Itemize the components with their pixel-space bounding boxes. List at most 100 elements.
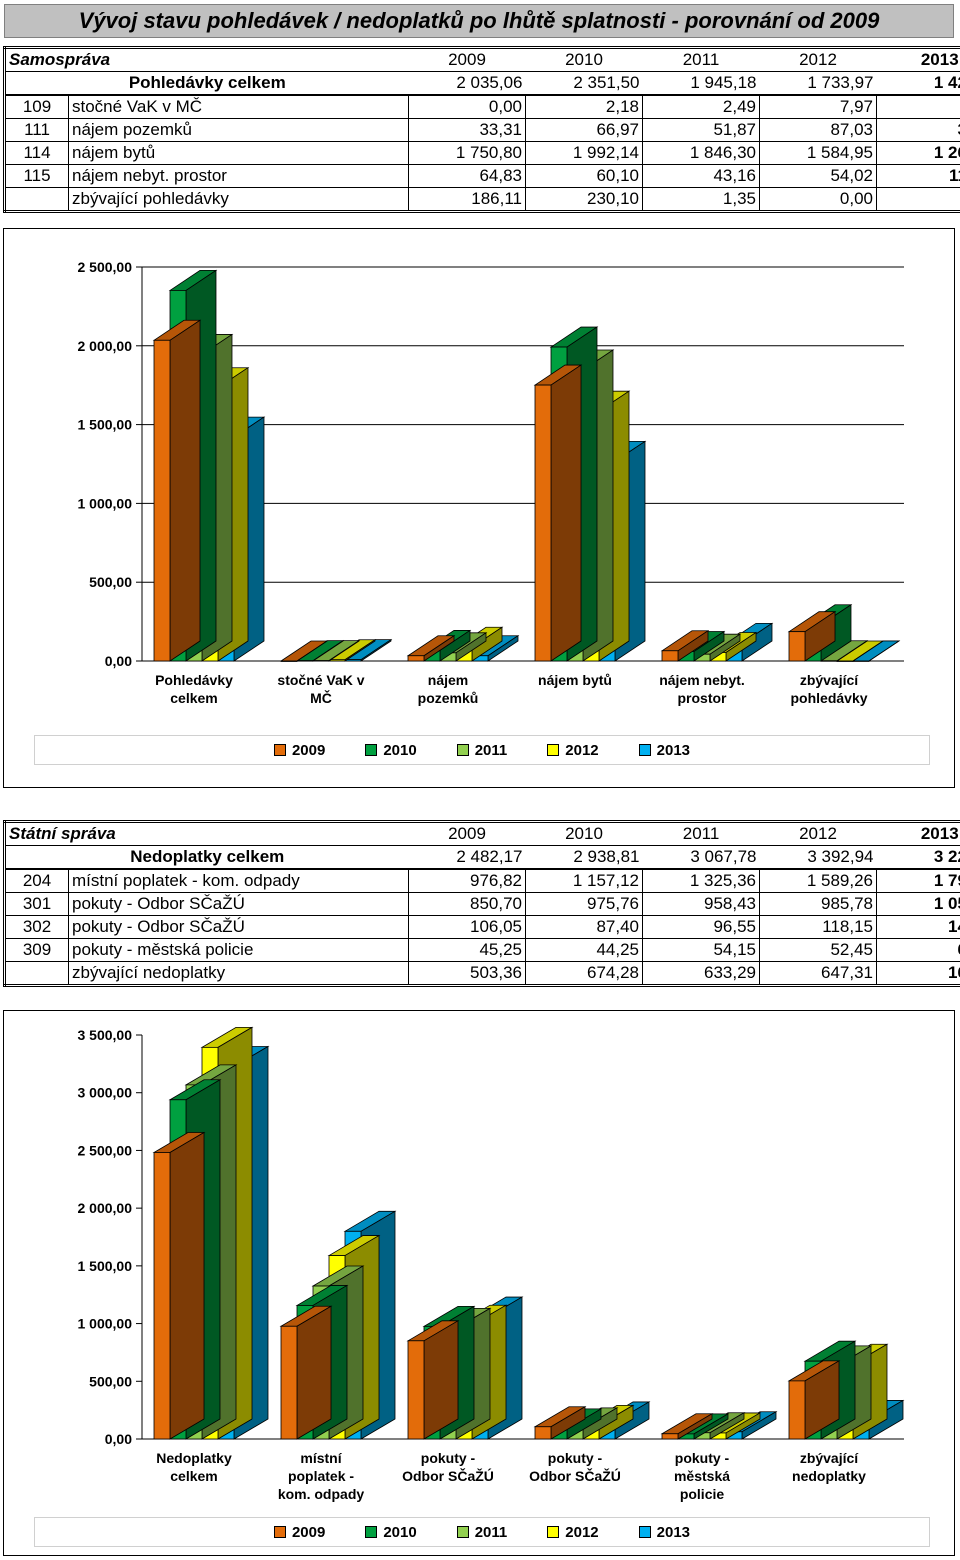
row-value: 1 846,30 [642,141,760,165]
table-row: zbývající pohledávky 186,11 230,10 1,35 0,00… [4,187,960,212]
row-value: 985,78 [759,892,878,916]
arrears-table: Státní správa 2009 2010 2011 2012 2013 Nedopla… [3,820,960,987]
row-value: 1 157,12 [525,868,644,893]
total-value: 1 733,97 [759,71,877,96]
bar-2009-5 [787,1360,841,1440]
bar-2009-3 [533,364,583,662]
row-name: pokuty - Odbor SČaŽÚ [67,915,410,939]
category-label: nedoplatky [792,1468,866,1484]
category-label: kom. odpady [278,1486,365,1502]
row-value: 1 584,95 [759,141,877,165]
legend-label: 2013 [656,741,691,759]
row-value: 118,15 [759,915,878,939]
legend-item: 2012 [547,1524,599,1541]
legend-item: 2011 [456,742,507,759]
table-row: zbývající nedoplatky 503,36 674,28 633,29 64… [4,961,960,986]
row-value: 33,31 [408,118,526,142]
row-value: 2,49 [642,94,760,119]
bar-2009-5 [787,610,837,662]
row-value: 87,03 [759,118,877,142]
bar-2009-1 [279,1305,333,1440]
legend-item: 2009 [273,1524,325,1541]
legend-label: 2012 [565,741,599,759]
row-code: 109 [4,94,69,119]
year-header: 2011 [682,50,720,69]
category-label: celkem [170,1468,217,1484]
section-title: Samospráva [4,47,409,72]
row-value: 0,00 [408,94,526,119]
receivables-chart-plot: 0,00 500,00 1 000,00 1 500,00 2 000,00 2 500,… [78,259,904,706]
legend-swatch [365,744,378,756]
y-tick-label: 1 500,00 [78,417,133,433]
row-value: 96,55 [642,915,761,939]
y-tick-label: 3 000,00 [78,1085,133,1101]
row-code: 204 [4,868,69,893]
row-value: 503,36 [408,961,527,986]
bar-2009-2 [406,1320,460,1440]
total-value: 2 351,50 [525,71,643,96]
row-value: 52,45 [759,938,878,962]
row-value: 112,01 [876,164,960,188]
row-value: 60,10 [525,164,643,188]
row-value: 54,02 [759,164,877,188]
y-tick-label: 500,00 [89,1373,132,1389]
row-value: 64,83 [408,164,526,188]
legend-swatch [456,744,469,756]
year-header: 2009 [448,824,486,843]
table-row: 301 pokuty - Odbor SČaŽÚ 850,70 975,76 958,4… [4,892,960,916]
legend-label: 2009 [291,741,326,759]
section-title: Státní správa [3,821,409,846]
category-label: pokuty - [675,1450,730,1466]
legend-item: 2013 [638,741,691,759]
row-name: zbývající pohledávky [68,187,409,212]
bar-2009-1 [279,640,329,662]
row-value: 850,70 [408,892,527,916]
table-row: 204 místní poplatek - kom. odpady 976,82 1 … [4,868,960,893]
table-total-row: Nedoplatky celkem 2 482,17 2 938,81 3 067,7… [3,845,960,870]
legend-label: 2013 [656,1523,691,1541]
table-row: 114 nájem bytů 1 750,80 1 992,14 1 846,30 1 5… [4,141,960,165]
receivables-chart: 0,00 500,00 1 000,00 1 500,00 2 000,00 2 500,… [3,228,955,788]
table-total-row: Pohledávky celkem 2 035,06 2 351,50 1 945,1… [4,71,960,96]
row-code: 301 [4,892,69,916]
row-value: 975,76 [525,892,644,916]
total-value: 3 392,94 [759,845,877,870]
arrears-chart-plot: 0,00 500,00 1 000,00 1 500,00 2 000,00 2 500,… [78,1026,905,1502]
category-label: Pohledávky [155,672,233,688]
legend-item: 2012 [547,741,599,759]
row-value: 148,00 [876,915,960,939]
row-name: nájem bytů [68,141,409,165]
table-row: 309 pokuty - městská policie 45,25 44,25 54,… [4,938,960,962]
total-value: 1 945,18 [642,71,760,96]
row-value: 87,40 [525,915,644,939]
category-label: městská [674,1468,730,1484]
year-header: 2011 [682,824,720,843]
category-label: stočné VaK v [277,672,364,688]
total-label: Pohledávky celkem [4,71,409,96]
legend-item: 2009 [273,741,326,759]
year-header: 2010 [565,824,603,843]
row-value: 647,31 [759,961,878,986]
row-name: místní poplatek - kom. odpady [67,868,410,893]
row-code [4,187,69,212]
row-value: 230,10 [525,187,643,212]
category-label: nájem bytů [538,672,612,688]
bar-2013-5 [851,640,901,662]
category-label: Odbor SČaŽÚ [402,1467,494,1484]
table-row: 115 nájem nebyt. prostor 64,83 60,10 43,16 54… [4,164,960,188]
table-header-row: Státní správa 2009 2010 2011 2012 2013 [3,821,960,846]
row-value: 1 266,48 [876,141,960,165]
row-value: 1 799,15 [876,868,960,893]
year-header: 2012 [799,50,837,69]
category-label: pozemků [418,690,479,706]
arrears-chart-legend: 2009 2010 2011 2012 2013 [34,1517,930,1547]
category-label: pokuty - [548,1450,603,1466]
row-value: 958,43 [642,892,761,916]
row-value: 186,11 [408,187,526,212]
row-value: 1 992,14 [525,141,643,165]
legend-item: 2010 [365,742,417,759]
category-label: pohledávky [790,690,867,706]
y-tick-label: 500,00 [89,574,132,590]
row-code: 115 [4,164,69,188]
